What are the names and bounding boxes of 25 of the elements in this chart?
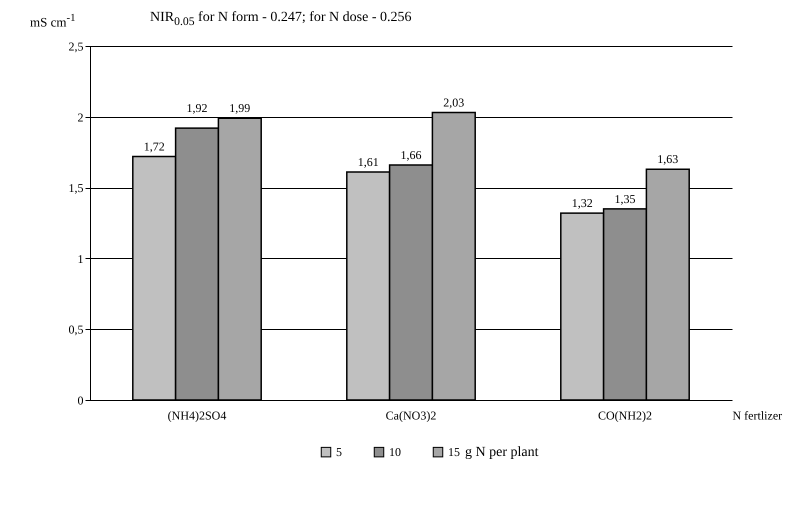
data-label: 1,92 [186, 101, 208, 116]
x-axis-title: N fertlizer [732, 408, 782, 422]
y-tick-label: 2,5 [68, 40, 84, 54]
data-label: 1,35 [614, 192, 636, 206]
x-tick-label: Ca(NO3)2 [386, 408, 436, 422]
y-axis-title: mS cm$^{-1}$ [30, 12, 76, 30]
data-label: 1,66 [400, 148, 422, 162]
legend-label: 10 [389, 445, 401, 460]
legend-label: 5 [336, 445, 342, 460]
y-tick-label: 1 [78, 252, 84, 266]
y-tick-label: 0 [78, 394, 84, 408]
data-label: 1,63 [657, 152, 678, 166]
data-label: 2,03 [443, 96, 464, 110]
legend-label: 15 [448, 445, 460, 460]
x-tick-label: (NH4)2SO4 [168, 408, 226, 422]
data-label: 1,99 [229, 101, 250, 116]
data-label: 1,72 [144, 139, 165, 154]
y-tick-label: 0,5 [68, 322, 84, 337]
chart-title: NIR$_{0.05}$ for N form - 0.247; for N dose - 0.256 [150, 10, 412, 28]
data-label: 1,61 [358, 155, 379, 170]
data-label: 1,32 [572, 196, 593, 210]
x-tick-label: CO(NH2)2 [598, 408, 652, 422]
legend-title: g N per plant [465, 445, 539, 460]
y-tick-label: 1,5 [68, 181, 84, 196]
y-tick-label: 2 [78, 110, 84, 124]
